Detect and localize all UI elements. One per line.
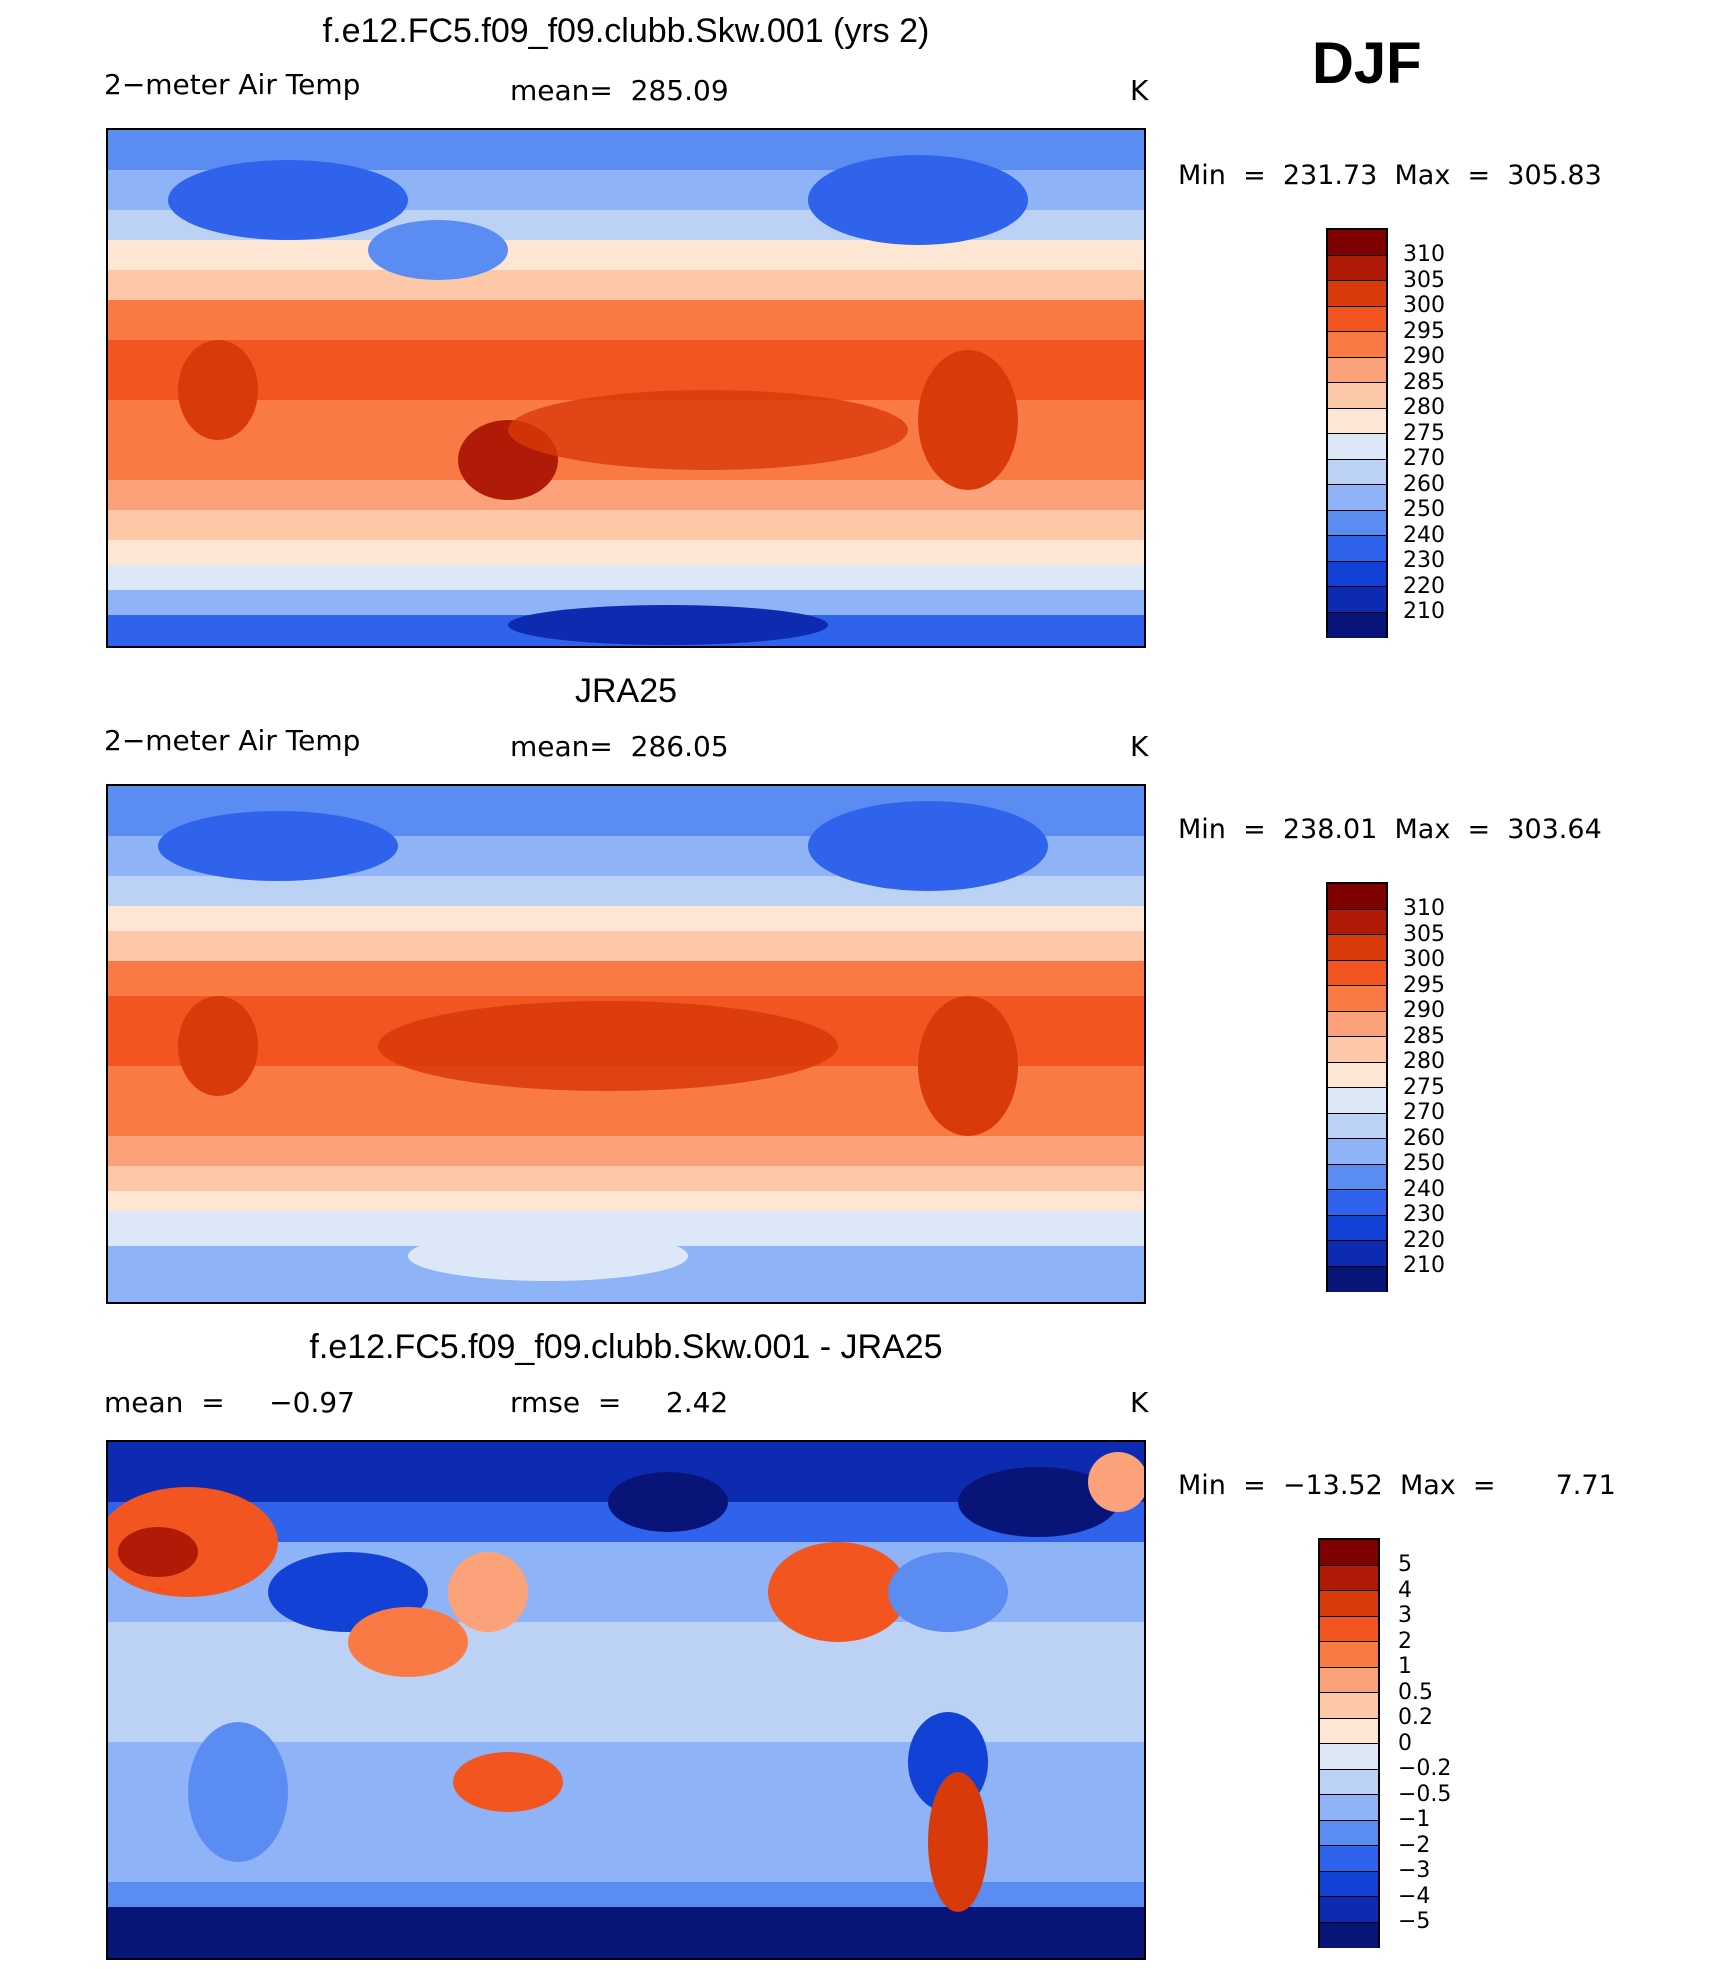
colorbar-tick: 0.5: [1398, 1680, 1433, 1705]
colorbar-tick: 310: [1403, 242, 1445, 267]
colorbar-tick: 210: [1403, 599, 1445, 624]
colorbar-tick: 250: [1403, 1151, 1445, 1176]
temperature-field-observation: [108, 786, 1144, 1302]
map-difference: [106, 1440, 1146, 1960]
colorbar-model: [1326, 228, 1388, 638]
colorbar-tick: 230: [1403, 548, 1445, 573]
colorbar-tick: 310: [1403, 896, 1445, 921]
colorbar-tick: 300: [1403, 947, 1445, 972]
colorbar-tick: 250: [1403, 497, 1445, 522]
colorbar-tick: 295: [1403, 319, 1445, 344]
difference-field: [108, 1442, 1144, 1958]
colorbar-tick: 2: [1398, 1629, 1412, 1654]
colorbar-tick: −4: [1398, 1884, 1431, 1909]
mean-label-difference: mean = −0.97: [104, 1386, 355, 1419]
mean-label-model: mean= 285.09: [510, 74, 729, 107]
colorbar-tick: −3: [1398, 1858, 1431, 1883]
colorbar-tick: 275: [1403, 421, 1445, 446]
rmse-label-difference: rmse = 2.42: [510, 1386, 729, 1419]
colorbar-tick: 285: [1403, 370, 1445, 395]
colorbar-tick: 220: [1403, 574, 1445, 599]
season-label: DJF: [1312, 31, 1422, 96]
colorbar-tick: 210: [1403, 1253, 1445, 1278]
units-label-model: K: [1130, 74, 1149, 107]
minmax-label-model: Min = 231.73 Max = 305.83: [1178, 160, 1602, 191]
colorbar-tick: 220: [1403, 1228, 1445, 1253]
colorbar-tick: 290: [1403, 998, 1445, 1023]
units-label-observation: K: [1130, 730, 1149, 763]
colorbar-difference: [1318, 1538, 1380, 1948]
colorbar-tick: −0.2: [1398, 1756, 1452, 1781]
colorbar-tick: 280: [1403, 395, 1445, 420]
temperature-field-model: [108, 130, 1144, 646]
colorbar-tick: 240: [1403, 523, 1445, 548]
variable-label-observation: 2−meter Air Temp: [104, 724, 361, 757]
colorbar-tick: 275: [1403, 1075, 1445, 1100]
colorbar-tick: 285: [1403, 1024, 1445, 1049]
variable-label-model: 2−meter Air Temp: [104, 68, 361, 101]
colorbar-tick: 295: [1403, 973, 1445, 998]
colorbar-tick: 270: [1403, 1100, 1445, 1125]
colorbar-tick: −0.5: [1398, 1782, 1452, 1807]
map-model: [106, 128, 1146, 648]
colorbar-tick: −2: [1398, 1833, 1431, 1858]
minmax-label-observation: Min = 238.01 Max = 303.64: [1178, 814, 1602, 845]
panel-title-observation: JRA25: [574, 672, 678, 710]
colorbar-tick: 290: [1403, 344, 1445, 369]
colorbar-tick: 230: [1403, 1202, 1445, 1227]
colorbar-tick: 0: [1398, 1731, 1412, 1756]
colorbar-tick: −1: [1398, 1807, 1431, 1832]
colorbar-tick: 5: [1398, 1552, 1412, 1577]
colorbar-tick: 1: [1398, 1654, 1412, 1679]
colorbar-tick: 0.2: [1398, 1705, 1433, 1730]
colorbar-observation: [1326, 882, 1388, 1292]
mean-label-observation: mean= 286.05: [510, 730, 729, 763]
colorbar-tick: 270: [1403, 446, 1445, 471]
colorbar-tick: −5: [1398, 1909, 1431, 1934]
panel-title-difference: f.e12.FC5.f09_f09.clubb.Skw.001 - JRA25: [309, 1328, 943, 1366]
colorbar-tick: 4: [1398, 1578, 1412, 1603]
colorbar-tick: 260: [1403, 1126, 1445, 1151]
colorbar-tick: 3: [1398, 1603, 1412, 1628]
units-label-difference: K: [1130, 1386, 1149, 1419]
map-observation: [106, 784, 1146, 1304]
colorbar-tick: 300: [1403, 293, 1445, 318]
colorbar-tick: 260: [1403, 472, 1445, 497]
colorbar-tick: 240: [1403, 1177, 1445, 1202]
minmax-label-difference: Min = −13.52 Max = 7.71: [1178, 1470, 1616, 1501]
panel-title-model: f.e12.FC5.f09_f09.clubb.Skw.001 (yrs 2): [322, 12, 930, 50]
colorbar-tick: 305: [1403, 922, 1445, 947]
colorbar-tick: 305: [1403, 268, 1445, 293]
colorbar-tick: 280: [1403, 1049, 1445, 1074]
